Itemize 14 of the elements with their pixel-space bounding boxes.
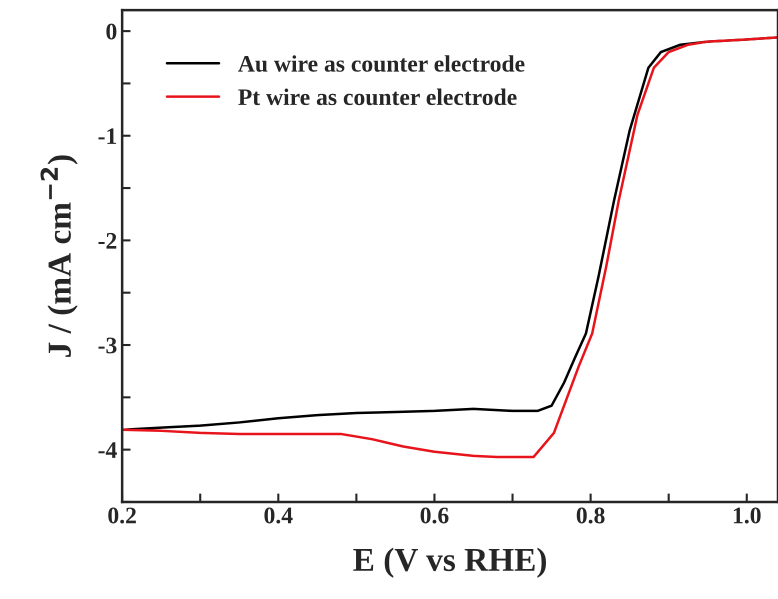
x-axis-title: E (V vs RHE)	[353, 548, 546, 578]
y-axis-title: J / (mA cm$^{−2}$)	[40, 155, 78, 357]
legend-label: Pt wire as counter electrode	[238, 88, 517, 106]
x-tick-label: 0.4	[264, 508, 293, 524]
legend-label: Au wire as counter electrode	[238, 55, 524, 72]
x-tick-label: 0.2	[108, 508, 136, 524]
y-tick-label: -3	[98, 338, 116, 354]
x-tick-label: 0.8	[576, 508, 605, 524]
x-tick-label: 1.0	[734, 508, 761, 524]
y-tick-label: -1	[98, 128, 116, 144]
y-tick-label: 0	[106, 24, 116, 40]
y-tick-label: -4	[98, 442, 117, 458]
x-tick-label: 0.6	[420, 508, 449, 524]
y-tick-label: -2	[98, 232, 116, 249]
